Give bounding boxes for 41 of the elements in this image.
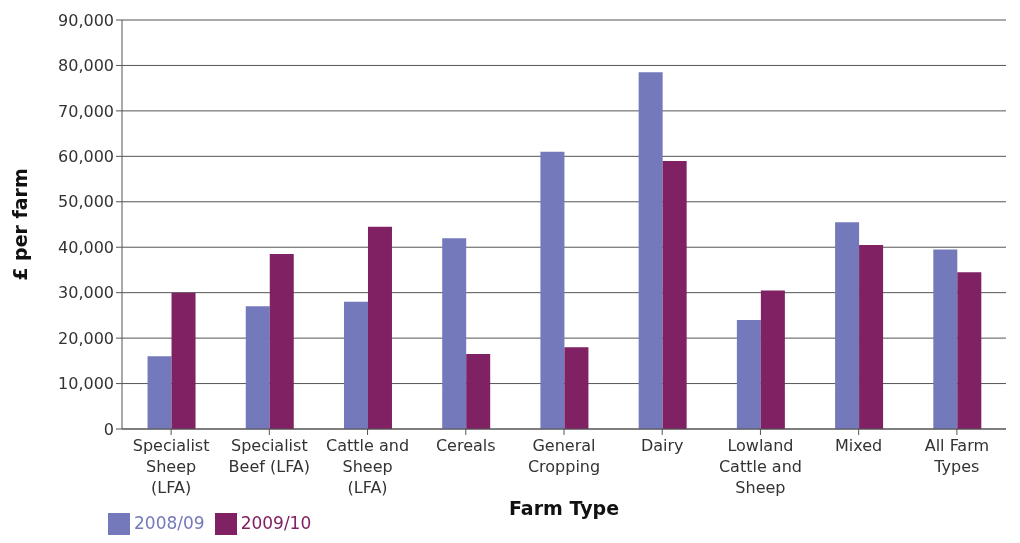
y-tick-label: 80,000: [58, 56, 114, 76]
x-tick-label: Cereals: [435, 436, 496, 455]
x-tick-label: Mixed: [835, 436, 883, 455]
y-axis-title: £ per farm: [8, 168, 31, 281]
y-tick-label: 90,000: [58, 10, 114, 30]
bar: [760, 290, 785, 429]
y-tick-label: 30,000: [58, 283, 114, 303]
y-tick-label: 40,000: [58, 237, 114, 257]
legend-label: 2008/09: [134, 513, 205, 533]
bar: [540, 151, 565, 429]
bar: [564, 347, 589, 429]
x-tick-label: Specialist Sheep (LFA): [132, 436, 210, 497]
bar: [269, 254, 294, 429]
bar: [859, 244, 884, 429]
y-tick-label: 60,000: [58, 147, 114, 167]
bar: [442, 238, 467, 429]
bar: [957, 272, 982, 429]
bar: [147, 356, 172, 429]
bar: [245, 306, 270, 429]
y-tick-label: 0: [103, 419, 114, 439]
legend-label: 2009/10: [240, 513, 312, 533]
y-tick-label: 10,000: [58, 374, 114, 394]
x-tick-label: Cattle and Sheep (LFA): [326, 436, 410, 497]
x-tick-label: Dairy: [640, 436, 684, 455]
y-tick-label: 20,000: [58, 328, 114, 348]
bar: [638, 72, 663, 429]
bar: [933, 249, 958, 429]
bar: [343, 301, 368, 429]
x-tick-label: General Cropping: [527, 436, 601, 476]
bar: [736, 319, 761, 429]
bar: [662, 160, 687, 429]
x-tick-label: All Farm Types: [924, 436, 990, 476]
bar: [367, 226, 392, 429]
x-axis-title: Farm Type: [508, 497, 620, 519]
y-tick-label: 70,000: [58, 101, 114, 121]
bar: [171, 292, 196, 429]
bar: [835, 222, 860, 429]
y-tick-label: 50,000: [58, 192, 114, 212]
x-tick-label: Specialist Beef (LFA): [228, 436, 311, 476]
x-tick-label: Lowland Cattle and Sheep: [718, 436, 802, 497]
bar: [466, 354, 491, 429]
